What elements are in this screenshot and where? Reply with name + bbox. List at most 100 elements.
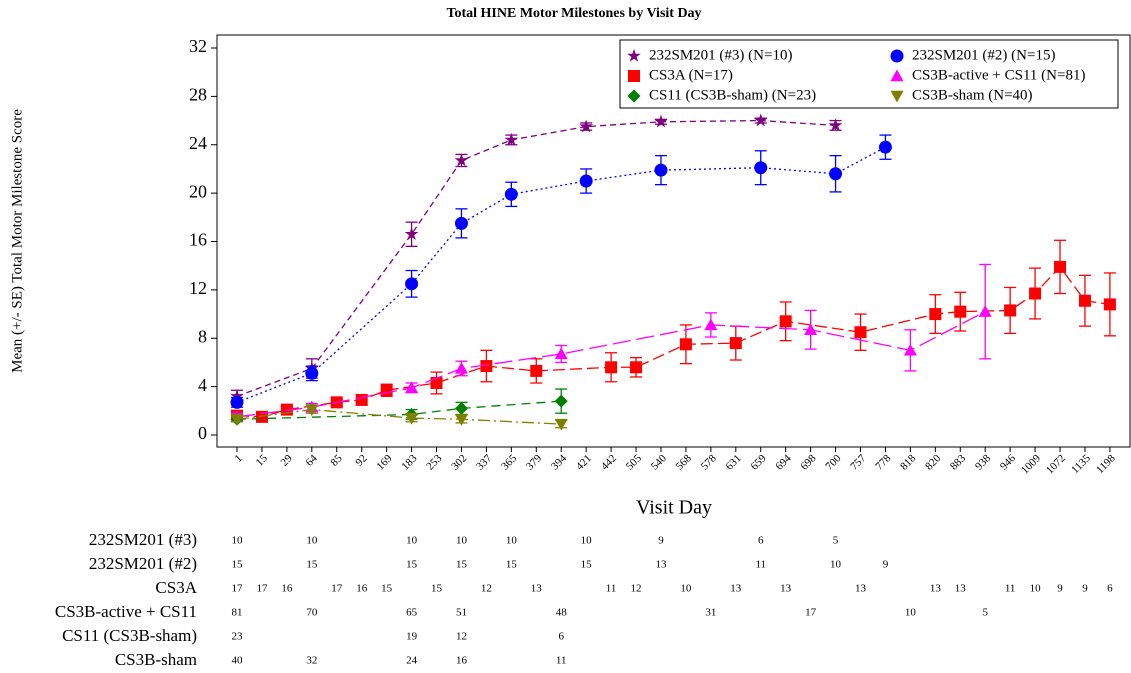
point bbox=[829, 167, 843, 181]
y-tick-label: 0 bbox=[198, 423, 207, 443]
legend-marker bbox=[890, 49, 904, 63]
count: 15 bbox=[232, 559, 244, 571]
x-tick-label: 15 bbox=[254, 452, 271, 469]
count-row-label: CS11 (CS3B-sham) bbox=[62, 626, 197, 645]
count: 9 bbox=[883, 559, 889, 571]
x-tick-label: 938 bbox=[973, 452, 994, 473]
x-tick-label: 442 bbox=[599, 452, 619, 472]
count: 10 bbox=[232, 535, 244, 547]
legend-marker bbox=[890, 69, 904, 82]
count: 6 bbox=[558, 631, 564, 643]
x-tick-label: 365 bbox=[499, 452, 520, 473]
x-tick-label: 1198 bbox=[1094, 452, 1118, 476]
count: 10 bbox=[506, 535, 518, 547]
legend-marker bbox=[627, 48, 641, 62]
point bbox=[405, 277, 419, 291]
y-axis-label: Mean (+/- SE) Total Motor Milestone Scor… bbox=[9, 109, 25, 373]
point bbox=[454, 414, 468, 426]
count: 16 bbox=[356, 583, 368, 595]
count: 9 bbox=[658, 535, 664, 547]
chart-title: Total HINE Motor Milestones by Visit Day bbox=[446, 6, 701, 21]
count: 9 bbox=[1082, 583, 1088, 595]
point bbox=[654, 114, 668, 128]
count-row-label: CS3B-active + CS11 bbox=[55, 602, 197, 621]
point bbox=[554, 418, 568, 431]
x-tick-label: 1 bbox=[233, 452, 245, 464]
count: 10 bbox=[680, 583, 692, 595]
x-tick-label: 183 bbox=[399, 452, 420, 473]
x-tick-label: 778 bbox=[873, 452, 894, 473]
point bbox=[729, 337, 742, 350]
point bbox=[579, 119, 593, 133]
point bbox=[1054, 260, 1067, 273]
count: 48 bbox=[556, 607, 568, 619]
x-axis-label: Visit Day bbox=[636, 497, 712, 519]
point bbox=[605, 361, 618, 374]
point bbox=[504, 132, 519, 146]
count: 51 bbox=[456, 607, 467, 619]
count: 17 bbox=[256, 583, 268, 595]
point bbox=[630, 361, 643, 374]
point bbox=[679, 338, 692, 351]
count: 13 bbox=[655, 559, 667, 571]
count: 5 bbox=[982, 607, 988, 619]
count: 19 bbox=[406, 631, 418, 643]
series-line bbox=[236, 311, 986, 418]
point bbox=[454, 216, 468, 230]
point bbox=[1078, 294, 1091, 307]
point bbox=[654, 163, 668, 177]
x-tick-label: 1072 bbox=[1044, 452, 1068, 476]
count: 6 bbox=[758, 535, 764, 547]
count: 15 bbox=[506, 559, 518, 571]
count: 12 bbox=[481, 583, 492, 595]
legend-box bbox=[619, 39, 1119, 109]
point bbox=[753, 113, 768, 127]
point bbox=[355, 393, 368, 406]
count: 17 bbox=[331, 583, 343, 595]
x-tick-label: 253 bbox=[424, 452, 445, 473]
count-row-label: CS3A bbox=[155, 578, 197, 597]
count: 23 bbox=[232, 631, 244, 643]
count: 40 bbox=[232, 655, 244, 667]
point bbox=[230, 389, 244, 403]
point bbox=[454, 361, 468, 374]
count-row-label: 232SM201 (#2) bbox=[89, 554, 197, 573]
point bbox=[929, 308, 942, 321]
count: 15 bbox=[381, 583, 393, 595]
count: 6 bbox=[1107, 583, 1113, 595]
point bbox=[405, 381, 419, 394]
series-line bbox=[236, 265, 1110, 418]
x-tick-label: 700 bbox=[823, 452, 844, 473]
x-tick-label: 578 bbox=[699, 452, 720, 473]
legend-label: 232SM201 (#3) (N=10) bbox=[649, 47, 792, 63]
point bbox=[779, 315, 792, 328]
y-tick-label: 20 bbox=[189, 181, 207, 201]
count: 15 bbox=[306, 559, 318, 571]
legend-label: CS3B-sham (N=40) bbox=[912, 87, 1033, 103]
count: 13 bbox=[531, 583, 543, 595]
point bbox=[530, 364, 543, 377]
y-tick-label: 4 bbox=[198, 375, 207, 395]
point bbox=[828, 118, 843, 132]
x-tick-label: 1009 bbox=[1019, 452, 1043, 476]
count: 16 bbox=[281, 583, 293, 595]
x-tick-label: 505 bbox=[624, 452, 645, 473]
series-line bbox=[236, 146, 886, 403]
point bbox=[404, 227, 419, 241]
x-tick-label: 394 bbox=[549, 452, 570, 473]
point bbox=[230, 395, 244, 409]
point bbox=[380, 384, 393, 397]
count: 9 bbox=[1057, 583, 1063, 595]
count-row-label: CS3B-sham bbox=[115, 650, 197, 669]
y-tick-label: 12 bbox=[189, 278, 207, 298]
x-tick-label: 64 bbox=[303, 452, 320, 469]
x-tick-label: 946 bbox=[998, 452, 1019, 473]
point bbox=[480, 360, 493, 373]
count: 17 bbox=[805, 607, 817, 619]
count: 17 bbox=[232, 583, 244, 595]
point bbox=[1029, 287, 1042, 300]
x-tick-label: 169 bbox=[374, 452, 395, 473]
legend-marker bbox=[890, 90, 904, 103]
point bbox=[305, 366, 319, 380]
x-tick-label: 820 bbox=[923, 452, 944, 473]
